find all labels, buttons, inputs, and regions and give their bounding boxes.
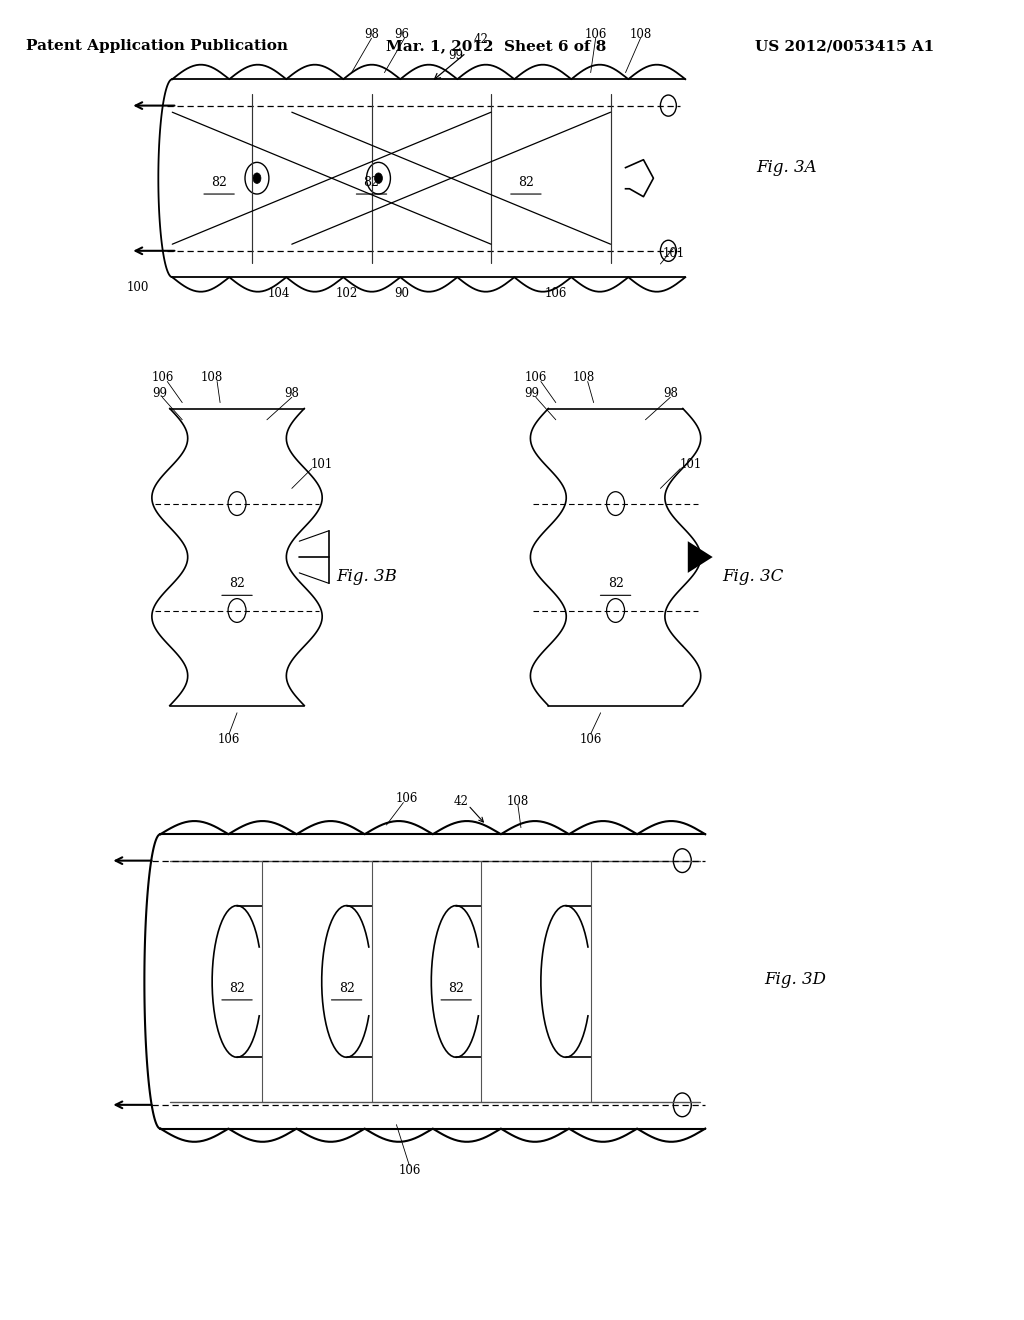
Text: Fig. 3A: Fig. 3A [757,160,817,176]
Text: 101: 101 [679,458,701,471]
Text: 82: 82 [339,982,354,994]
Text: 106: 106 [585,28,607,41]
Text: 98: 98 [365,28,379,41]
Text: Mar. 1, 2012  Sheet 6 of 8: Mar. 1, 2012 Sheet 6 of 8 [386,40,606,53]
Text: 102: 102 [336,286,357,300]
Circle shape [375,173,383,183]
Text: 96: 96 [394,28,409,41]
Text: 42: 42 [474,33,488,46]
Text: 98: 98 [285,387,299,400]
Text: 106: 106 [152,371,173,384]
Text: 100: 100 [126,281,148,294]
Text: 99: 99 [152,387,167,400]
Text: 82: 82 [211,176,227,189]
Text: 108: 108 [572,371,595,384]
Text: 99: 99 [449,49,464,62]
Text: US 2012/0053415 A1: US 2012/0053415 A1 [755,40,934,53]
Text: 82: 82 [229,982,245,994]
Text: 106: 106 [545,286,567,300]
Text: Fig. 3B: Fig. 3B [336,569,397,585]
Text: Fig. 3D: Fig. 3D [764,972,826,987]
Text: Fig. 3C: Fig. 3C [722,569,783,585]
Text: 42: 42 [454,795,469,808]
Text: 99: 99 [524,387,540,400]
Text: 106: 106 [580,733,602,746]
Text: 106: 106 [398,1164,421,1177]
Text: 98: 98 [663,387,678,400]
Polygon shape [688,541,713,573]
Text: 82: 82 [364,176,380,189]
Text: 108: 108 [630,28,651,41]
Text: 108: 108 [201,371,223,384]
Text: 104: 104 [267,286,290,300]
Text: 106: 106 [524,371,547,384]
Text: 82: 82 [229,577,245,590]
Text: 106: 106 [395,792,418,805]
Text: Patent Application Publication: Patent Application Publication [27,40,289,53]
Text: 82: 82 [518,176,534,189]
Text: 101: 101 [663,247,684,260]
Circle shape [253,173,261,183]
Text: 106: 106 [218,733,241,746]
Text: 108: 108 [507,795,529,808]
Text: 82: 82 [607,577,624,590]
Text: 101: 101 [310,458,333,471]
Text: 82: 82 [449,982,464,994]
Text: 90: 90 [394,286,409,300]
